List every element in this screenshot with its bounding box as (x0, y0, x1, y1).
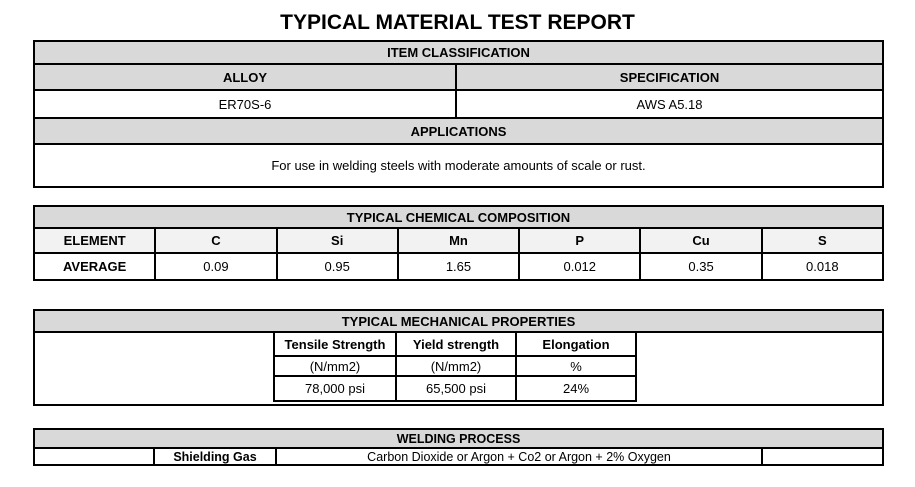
average-label-cell: AVERAGE (62, 259, 127, 274)
specification-label-cell: SPECIFICATION (455, 65, 882, 89)
classification-label-row: ALLOY SPECIFICATION (35, 63, 882, 89)
average-mn-cell: 1.65 (396, 254, 518, 279)
tensile-strength-value: 78,000 psi (275, 375, 395, 400)
element-cu-cell: Cu (639, 229, 761, 252)
shielding-gas-value-cell: Carbon Dioxide or Argon + Co2 or Argon +… (275, 449, 761, 464)
average-value-row: AVERAGE 0.09 0.95 1.65 0.012 0.35 0.018 (35, 252, 882, 279)
element-c-cell: C (154, 229, 276, 252)
elongation-label: Elongation (515, 333, 635, 355)
tensile-strength-unit: (N/mm2) (275, 355, 395, 375)
mechanical-properties-table: TYPICAL MECHANICAL PROPERTIES Tensile St… (33, 309, 884, 406)
average-p-cell: 0.012 (518, 254, 639, 279)
welding-process-table: WELDING PROCESS Shielding Gas Carbon Dio… (33, 428, 884, 466)
mechanical-subtable: Tensile Strength Yield strength Elongati… (273, 333, 637, 402)
shielding-gas-row: Shielding Gas Carbon Dioxide or Argon + … (35, 447, 882, 464)
page-title: TYPICAL MATERIAL TEST REPORT (280, 11, 635, 34)
specification-value-cell: AWS A5.18 (455, 91, 882, 117)
mechanical-properties-header: TYPICAL MECHANICAL PROPERTIES (35, 311, 882, 331)
element-label-cell: ELEMENT (35, 229, 155, 252)
applications-label-cell: APPLICATIONS (35, 119, 882, 143)
applications-value-cell: For use in welding steels with moderate … (271, 158, 646, 173)
tensile-strength-label: Tensile Strength (284, 336, 386, 352)
average-s-cell: 0.018 (760, 254, 882, 279)
applications-label-row: APPLICATIONS (35, 117, 882, 143)
yield-strength-label: Yield strength (395, 333, 515, 355)
element-mn-cell: Mn (396, 229, 519, 252)
element-header-row: ELEMENT C Si Mn P Cu S (35, 227, 882, 252)
shielding-gas-label-cell: Shielding Gas (153, 449, 275, 464)
item-classification-header: ITEM CLASSIFICATION (35, 42, 882, 63)
chemical-composition-header: TYPICAL CHEMICAL COMPOSITION (35, 207, 882, 227)
element-s-cell: S (760, 229, 882, 252)
alloy-value-cell: ER70S-6 (218, 96, 272, 112)
chemical-composition-table: TYPICAL CHEMICAL COMPOSITION ELEMENT C S… (33, 205, 884, 281)
average-cu-cell: 0.35 (639, 254, 760, 279)
average-c-cell: 0.09 (154, 254, 275, 279)
yield-strength-value: 65,500 psi (395, 375, 515, 400)
elongation-unit: % (515, 355, 635, 375)
welding-empty-right-cell (761, 449, 882, 464)
element-si-cell: Si (275, 229, 397, 252)
yield-strength-unit: (N/mm2) (395, 355, 515, 375)
average-si-cell: 0.95 (275, 254, 397, 279)
item-classification-table: ITEM CLASSIFICATION ALLOY SPECIFICATION … (33, 40, 884, 188)
applications-value-row: For use in welding steels with moderate … (35, 143, 882, 186)
element-p-cell: P (518, 229, 640, 252)
elongation-value: 24% (515, 375, 635, 400)
mechanical-properties-body: Tensile Strength Yield strength Elongati… (35, 331, 882, 404)
classification-value-row: ER70S-6 AWS A5.18 (35, 89, 882, 117)
alloy-label-cell: ALLOY (35, 65, 455, 89)
welding-process-header: WELDING PROCESS (35, 430, 882, 447)
welding-empty-left-cell (35, 449, 153, 464)
